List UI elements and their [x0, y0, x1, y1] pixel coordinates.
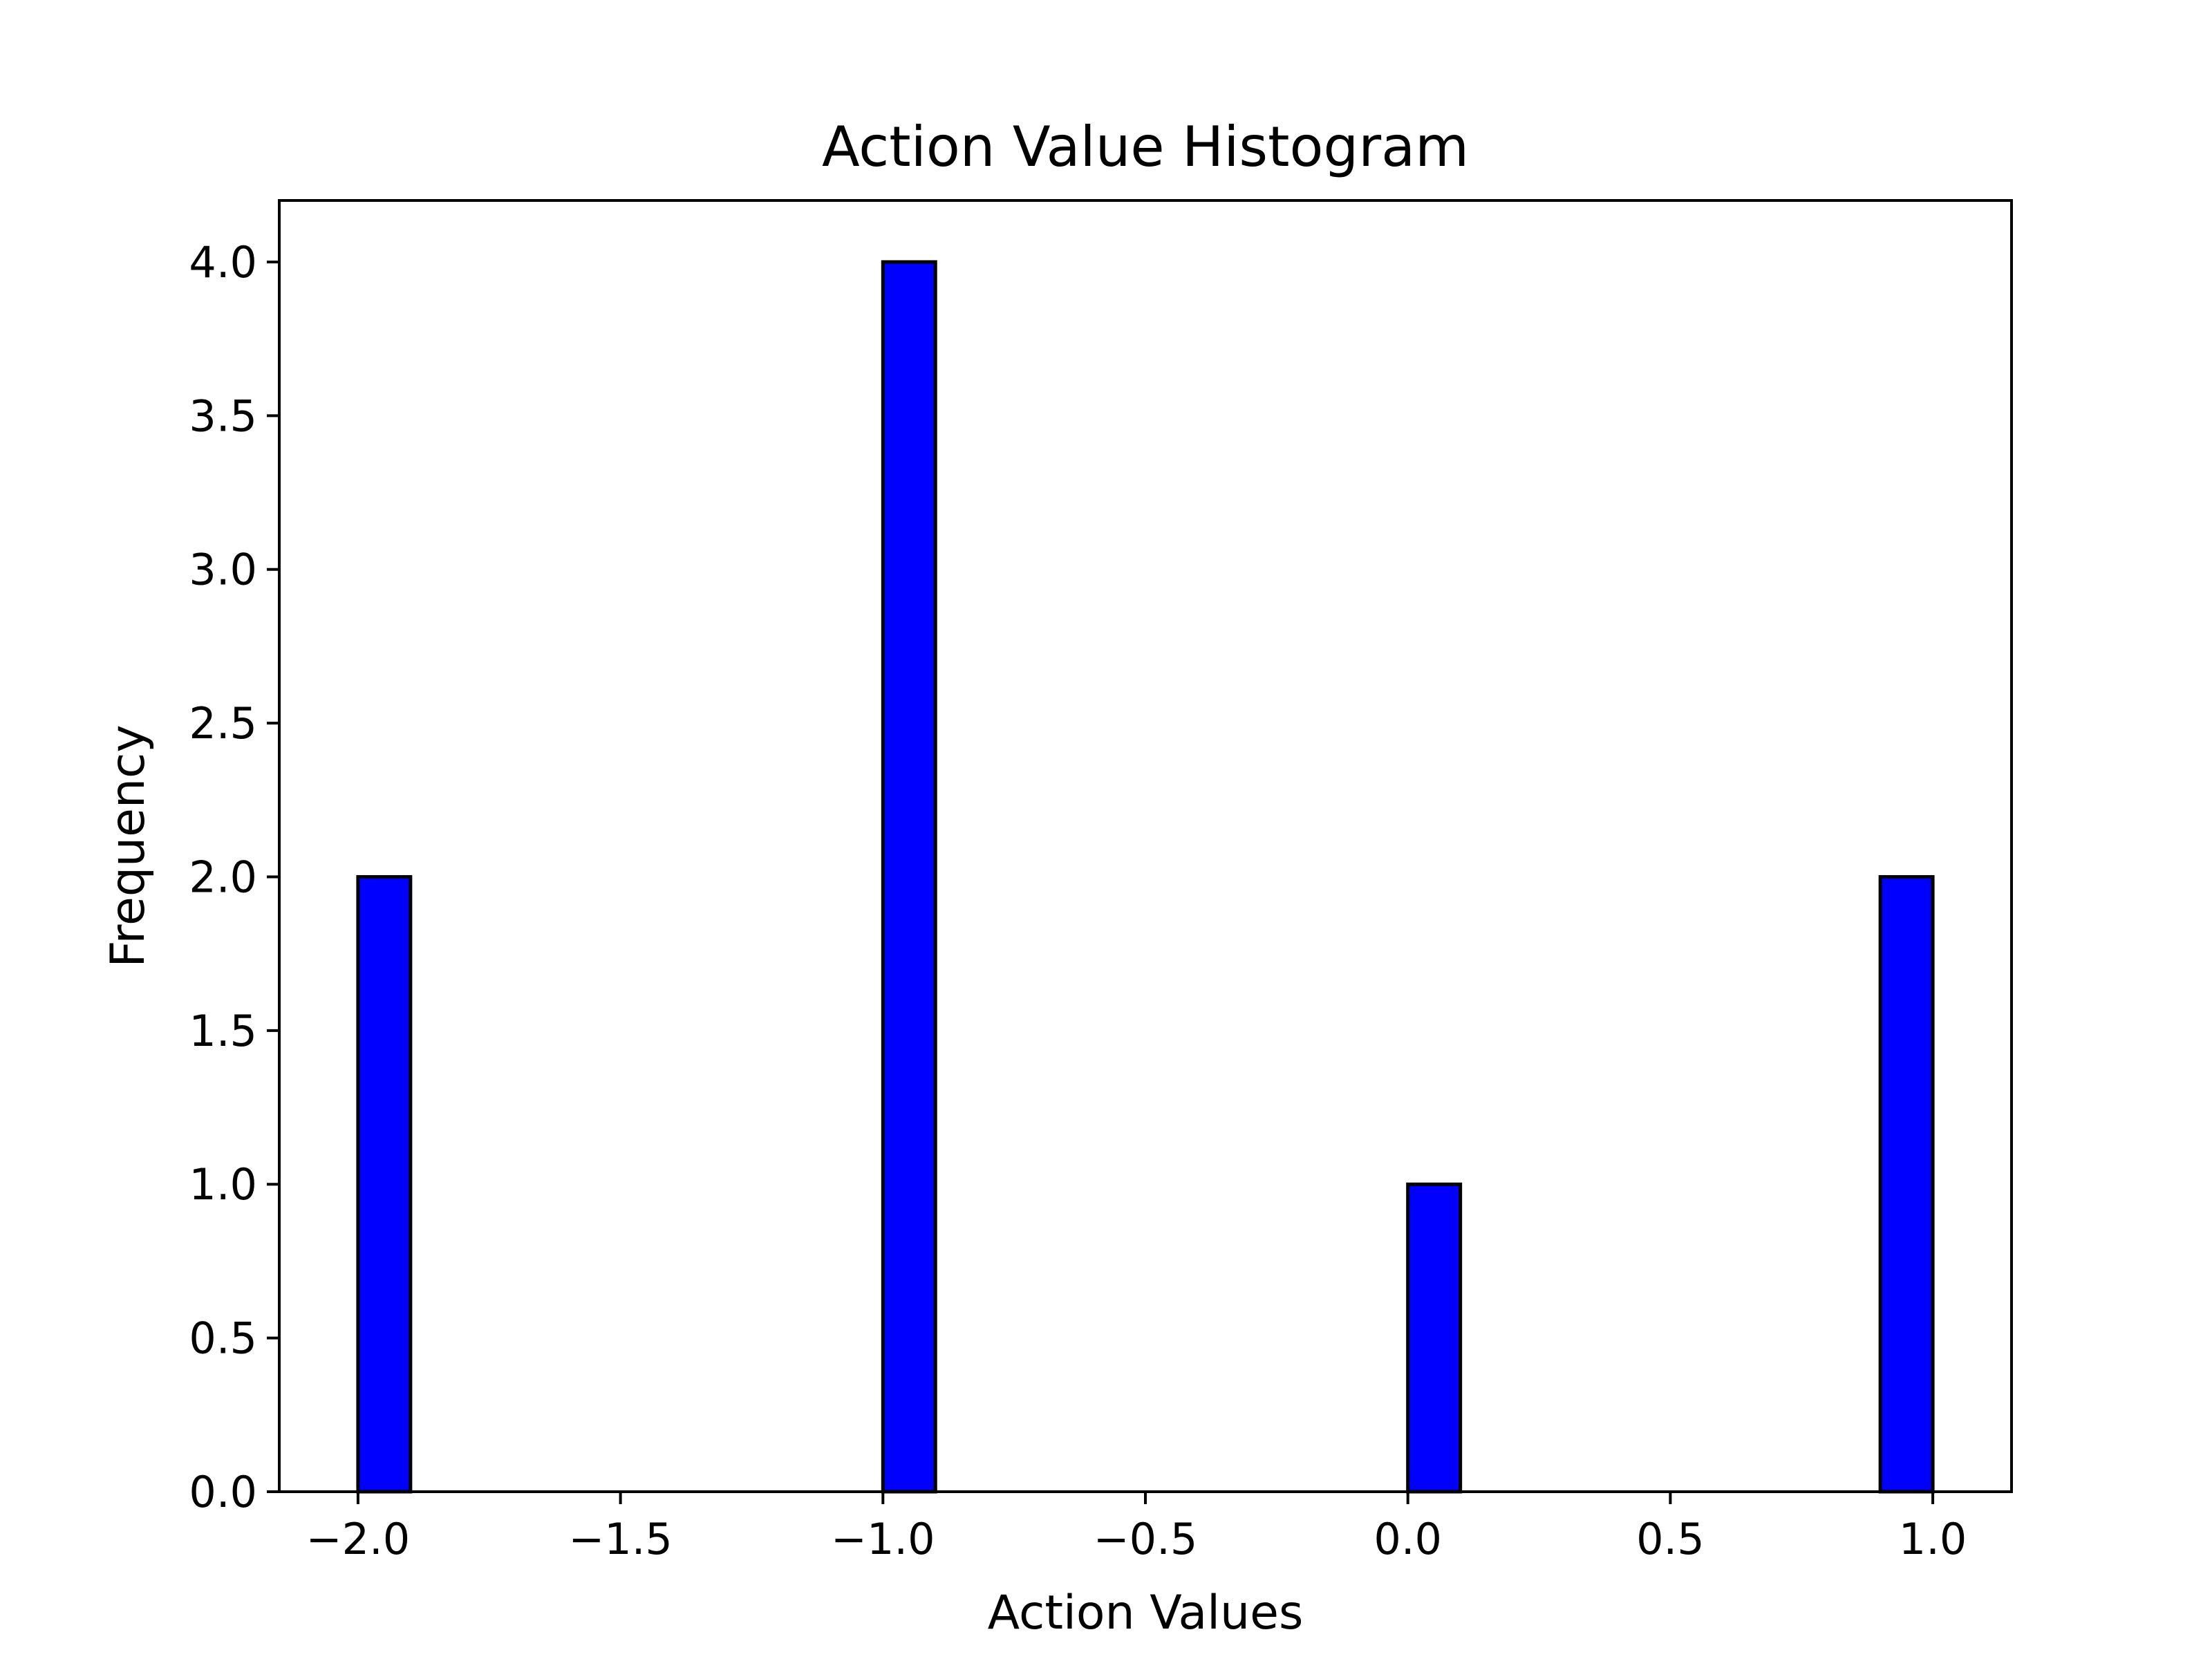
- histogram-bar-0: [356, 874, 413, 1494]
- x-tick-label: −2.0: [306, 1514, 411, 1564]
- y-tick-label: 4.0: [189, 237, 257, 288]
- x-tick-label: −1.0: [831, 1514, 935, 1564]
- x-tick-label: 0.5: [1636, 1514, 1705, 1564]
- x-tick-label: −1.5: [568, 1514, 673, 1564]
- x-axis-label: Action Values: [988, 1586, 1304, 1640]
- y-tick-label: 1.0: [189, 1159, 257, 1210]
- plot-frame: [278, 199, 2013, 1493]
- x-axis-ticks: −2.0 −1.5 −1.0 −0.5 0.0 0.5 1.0: [306, 1492, 1967, 1564]
- y-tick-label: 2.5: [189, 698, 257, 749]
- y-tick-label: 3.5: [189, 391, 257, 441]
- y-axis-ticks: 0.0 0.5 1.0 1.5 2.0 2.5 3.0 3.5 4.0: [189, 237, 279, 1517]
- x-tick-label: 1.0: [1899, 1514, 1967, 1564]
- histogram-bar-2: [1406, 1182, 1463, 1494]
- y-tick-label: 3.0: [189, 545, 257, 595]
- x-tick-label: 0.0: [1374, 1514, 1442, 1564]
- y-axis-label: Frequency: [101, 724, 156, 967]
- y-tick-label: 1.5: [189, 1006, 257, 1056]
- chart-title: Action Value Histogram: [822, 115, 1469, 179]
- bars-group: [356, 260, 1935, 1494]
- y-tick-label: 2.0: [189, 852, 257, 902]
- x-tick-label: −0.5: [1094, 1514, 1198, 1564]
- y-tick-label: 0.5: [189, 1313, 257, 1364]
- y-tick-label: 0.0: [189, 1467, 257, 1517]
- histogram-bar-1: [881, 260, 937, 1494]
- histogram-bar-3: [1878, 874, 1935, 1494]
